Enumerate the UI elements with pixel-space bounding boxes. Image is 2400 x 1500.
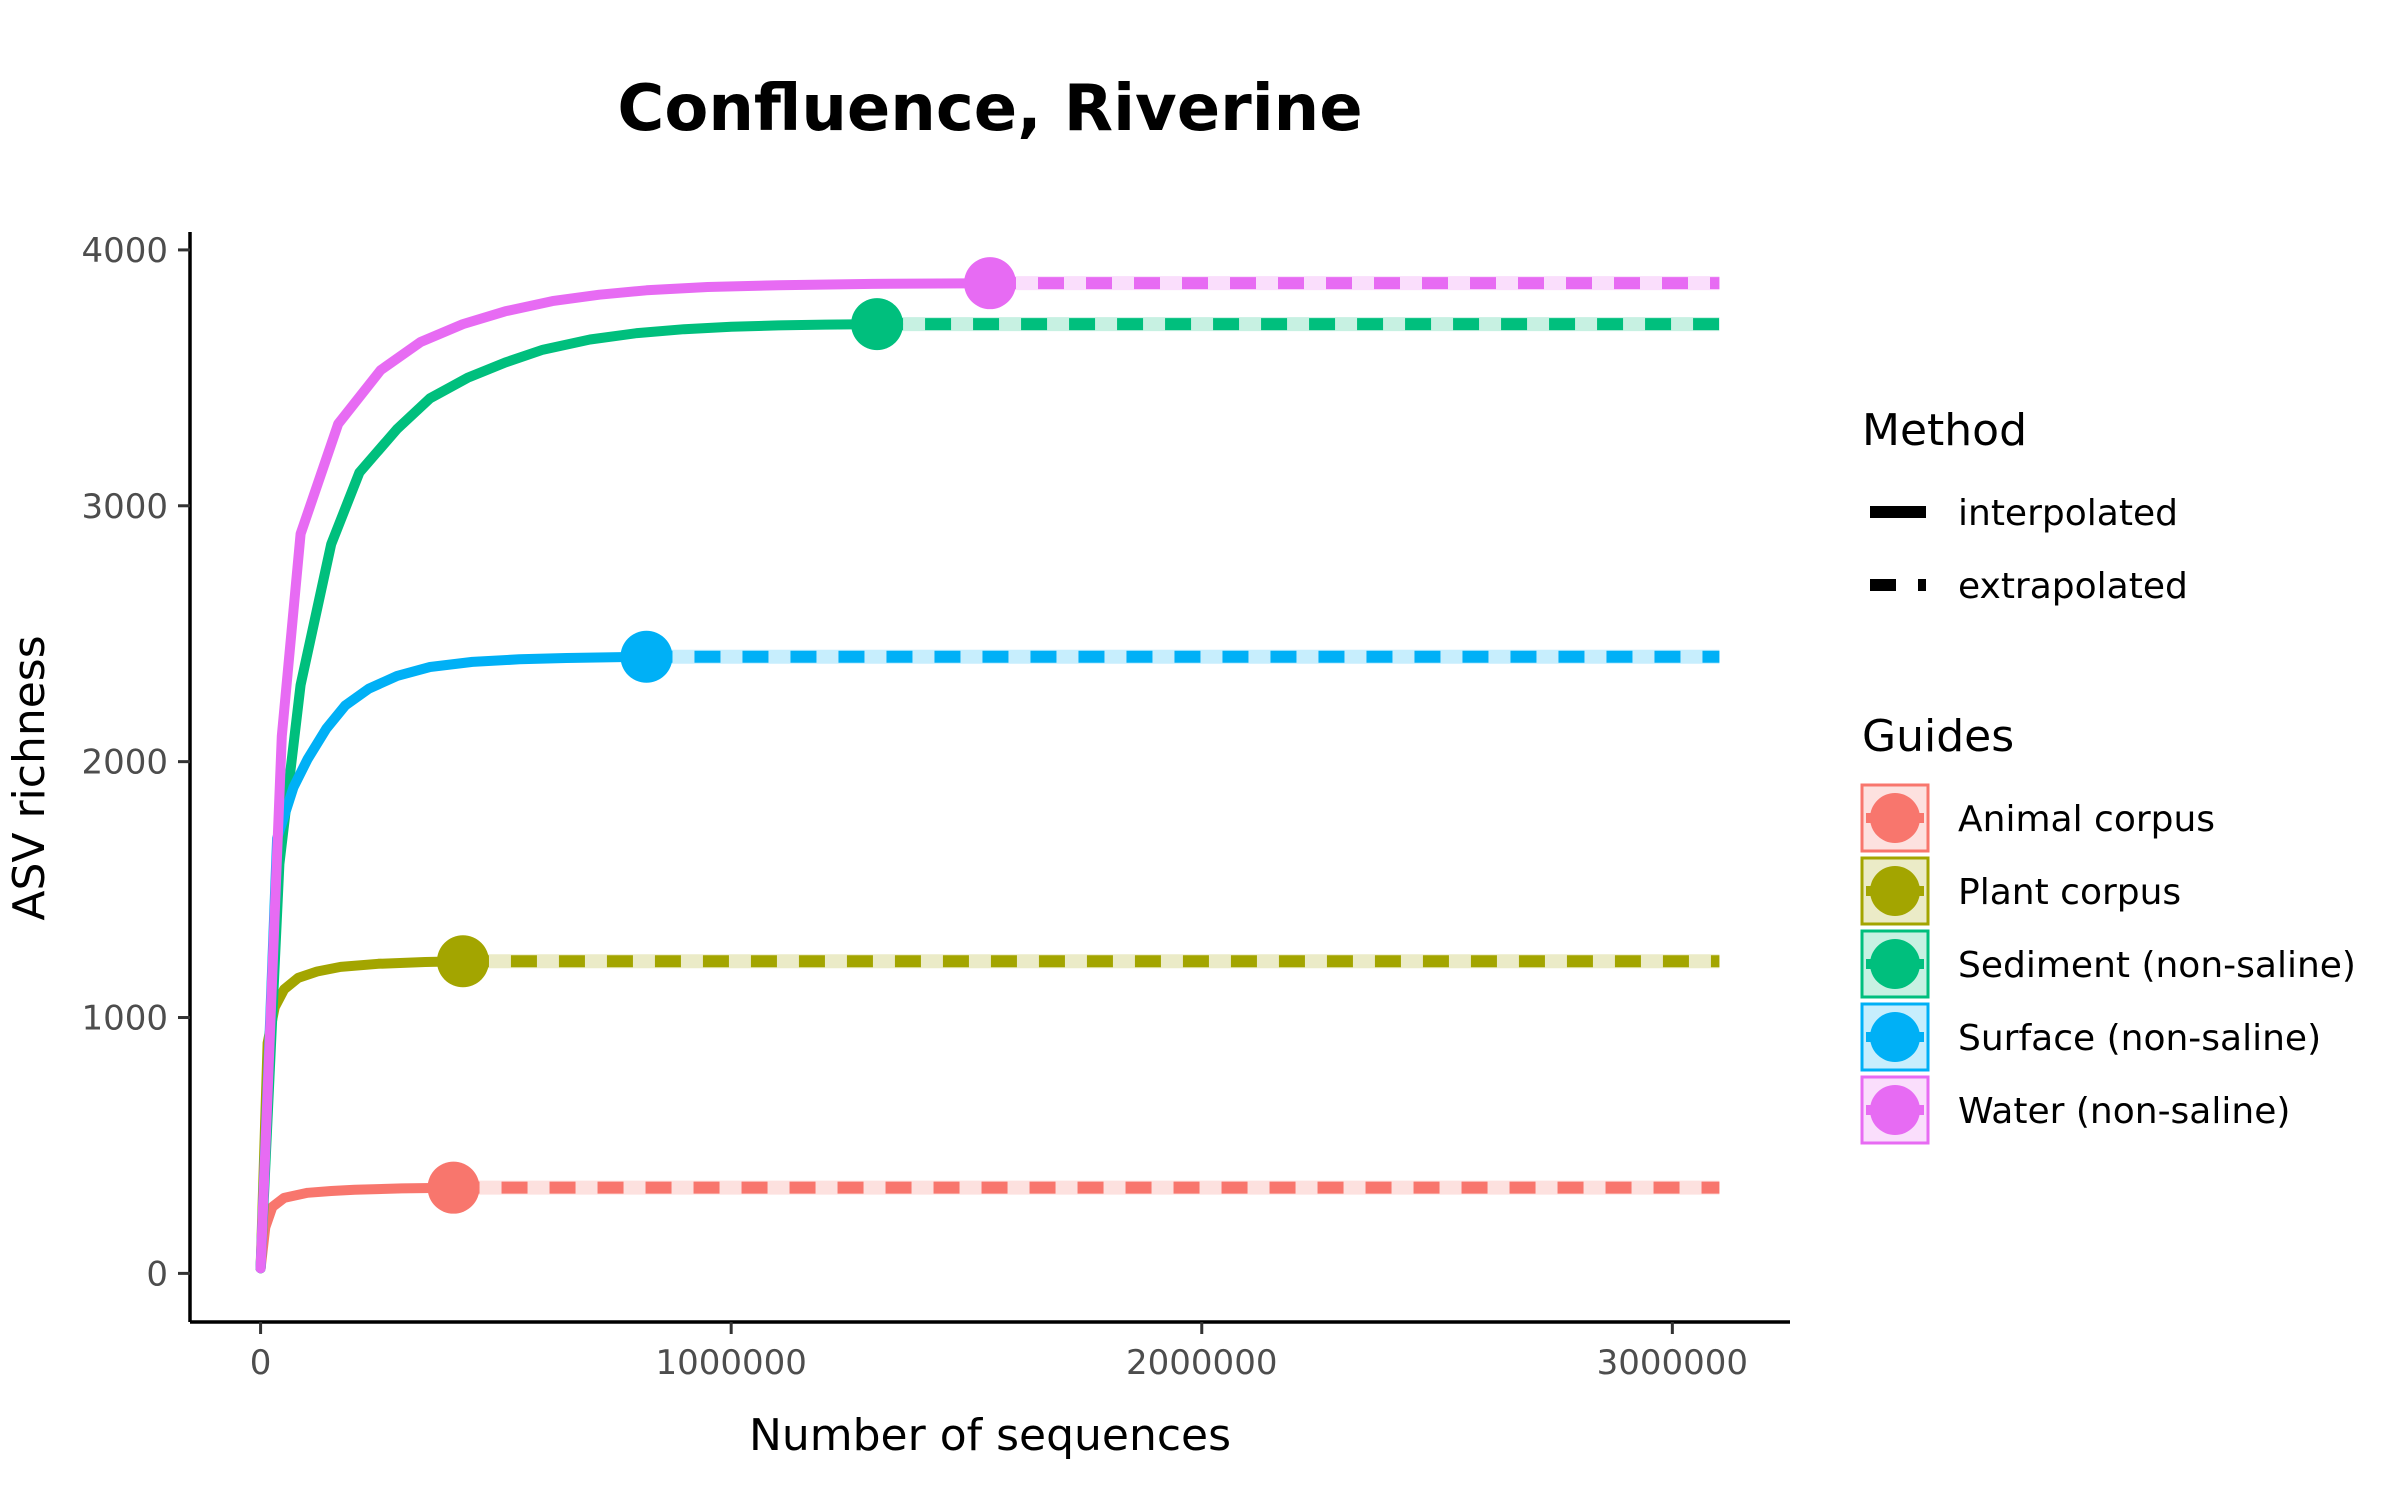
observed-point-sediment-non-saline xyxy=(851,298,904,351)
legend-method-title: Method xyxy=(1862,405,2027,456)
legend-guide-item-water-non-saline: Water (non-saline) xyxy=(1860,1075,2290,1145)
legend-guide-item-sediment-non-saline: Sediment (non-saline) xyxy=(1860,929,2356,999)
legend-guide-label: Sediment (non-saline) xyxy=(1958,945,2356,986)
chart-title: Confluence, Riverine xyxy=(617,72,1362,146)
observed-point-water-non-saline xyxy=(964,257,1016,310)
legend-guide-label: Animal corpus xyxy=(1958,799,2215,840)
legend-guide-item-animal-corpus: Animal corpus xyxy=(1860,783,2215,853)
interpolated-line-plant-corpus xyxy=(255,956,468,1274)
x-tick-label: 1000000 xyxy=(655,1343,806,1383)
x-tick-label: 3000000 xyxy=(1597,1343,1748,1383)
legend-guide-label: Surface (non-saline) xyxy=(1958,1018,2321,1059)
legend: Method interpolated extrapolated Guides Anim… xyxy=(1860,405,2356,1145)
legend-guide-point xyxy=(1870,939,1920,989)
legend-method-label: interpolated xyxy=(1958,493,2178,534)
y-tick-label: 3000 xyxy=(81,487,168,527)
y-tick-label: 2000 xyxy=(81,743,168,783)
x-tick-label: 2000000 xyxy=(1126,1343,1277,1383)
legend-guides-title: Guides xyxy=(1862,711,2014,762)
x-tick-label: 0 xyxy=(250,1343,272,1383)
legend-method-label: extrapolated xyxy=(1958,566,2188,607)
legend-guide-point xyxy=(1870,1085,1920,1135)
interpolated-line-sediment-non-saline xyxy=(255,319,883,1274)
legend-guide-label: Plant corpus xyxy=(1958,872,2181,913)
observed-point-plant-corpus xyxy=(436,935,489,988)
observed-point-animal-corpus xyxy=(427,1161,480,1214)
y-axis-title: ASV richness xyxy=(4,635,55,920)
interpolated-line-water-non-saline xyxy=(255,278,995,1274)
guide-lines xyxy=(453,276,1720,1195)
legend-guide-point xyxy=(1870,793,1920,843)
y-tick-label: 1000 xyxy=(81,999,168,1039)
y-tick-label: 0 xyxy=(146,1254,168,1294)
legend-guide-point xyxy=(1870,1012,1920,1062)
axes: 0 1000000 2000000 3000000 0 1000 2000 3000 4000 xyxy=(81,231,1790,1383)
y-tick-label: 4000 xyxy=(81,231,168,271)
interpolated-line-surface-non-saline xyxy=(255,651,652,1274)
series-group xyxy=(255,257,1720,1274)
observed-point-surface-non-saline xyxy=(620,630,673,683)
legend-guide-item-surface-non-saline: Surface (non-saline) xyxy=(1860,1002,2321,1072)
legend-guide-item-plant-corpus: Plant corpus xyxy=(1860,856,2181,926)
x-axis-title: Number of sequences xyxy=(749,1410,1231,1461)
interpolated-line-animal-corpus xyxy=(255,1182,459,1274)
legend-guide-point xyxy=(1870,866,1920,916)
legend-guide-label: Water (non-saline) xyxy=(1958,1091,2290,1132)
